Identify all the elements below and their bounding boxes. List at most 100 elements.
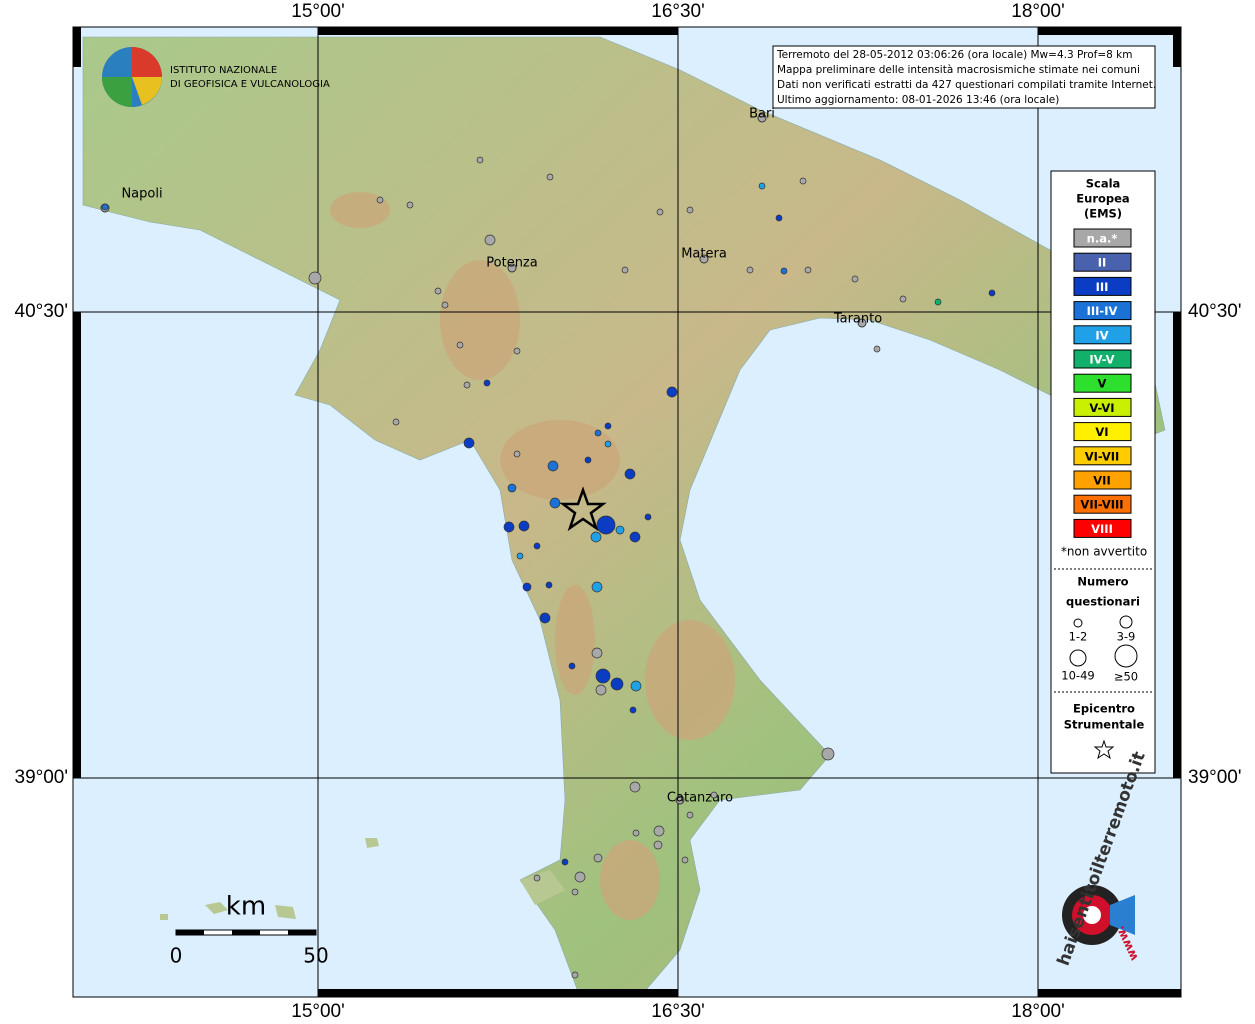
intensity-dot [406, 201, 414, 209]
intensity-dot [629, 781, 641, 793]
intensity-dot [595, 684, 607, 696]
intensity-dot [522, 582, 532, 592]
legend-swatch [1073, 422, 1132, 442]
intensity-dot [513, 450, 521, 458]
legend-size-label: 3-9 [1117, 630, 1136, 644]
intensity-dot [571, 971, 579, 979]
legend-swatch [1073, 301, 1132, 321]
legend-label: V-VI [1089, 401, 1114, 415]
intensity-dot [653, 840, 663, 850]
legend: ScalaEuropea(EMS)n.a.*IIIIIIII-IVIVIV-VV… [1054, 177, 1152, 760]
legend-swatch [1073, 373, 1132, 393]
legend-label: VII [1093, 474, 1110, 488]
scale-tick: 0 [170, 944, 183, 968]
intensity-dot [604, 422, 612, 430]
intensity-dot [591, 581, 603, 593]
legend-label: II [1098, 256, 1107, 270]
info-line: Mappa preliminare delle intensità macros… [777, 64, 1140, 76]
intensity-dot [513, 347, 521, 355]
intensity-dot [503, 521, 515, 533]
city-label: Taranto [833, 312, 882, 327]
intensity-dot [590, 531, 602, 543]
intensity-dot [621, 266, 629, 274]
legend-swatch [1073, 276, 1132, 296]
intensity-dot [596, 515, 616, 535]
legend-swatch [1073, 252, 1132, 272]
axis-label: 39°00' [1188, 767, 1242, 788]
land [82, 36, 1166, 998]
legend-title: Strumentale [1064, 718, 1145, 732]
intensity-dot [624, 468, 636, 480]
axis-label: 18°00' [1011, 1, 1065, 22]
intensity-dot [873, 345, 881, 353]
logo-text: ISTITUTO NAZIONALE [170, 65, 277, 76]
axis-label: 15°00' [291, 1, 345, 22]
legend-note: *non avvertito [1061, 545, 1147, 559]
intensity-dot [591, 647, 603, 659]
axis-label: 15°00' [291, 1001, 345, 1022]
grid [73, 27, 1181, 997]
legend-swatch [1073, 518, 1132, 538]
legend-size-label: 1-2 [1069, 630, 1088, 644]
intensity-dot [476, 156, 484, 164]
intensity-dot [666, 386, 678, 398]
city-label: Catanzaro [667, 791, 733, 806]
intensity-dot [593, 853, 603, 863]
intensity-dot [539, 612, 551, 624]
intensity-dot [484, 234, 496, 246]
legend-swatch [1073, 446, 1132, 466]
intensity-dot [101, 203, 109, 211]
intensity-dot [604, 440, 612, 448]
intensity-dot [644, 513, 652, 521]
legend-title: questionari [1066, 595, 1140, 609]
intensity-dot [629, 531, 641, 543]
intensity-dot [804, 266, 812, 274]
city-marker [757, 113, 767, 123]
legend-swatch [1073, 470, 1132, 490]
intensity-dot [545, 581, 553, 589]
legend-title: Europea [1076, 192, 1129, 206]
legend-size-label: ≥50 [1114, 670, 1138, 684]
intensity-dot [547, 460, 559, 472]
info-line: Ultimo aggiornamento: 08-01-2026 13:46 (… [777, 94, 1059, 106]
legend-size [1073, 618, 1083, 628]
city-marker [857, 318, 867, 328]
intensity-dot [851, 275, 859, 283]
legend-label: III [1096, 280, 1109, 294]
intensity-dot [610, 677, 624, 691]
legend-swatch [1073, 228, 1132, 248]
axes: 15°00' 15°00' 16°30' 16°30' 18°00' 18°00' 40°3… [15, 1, 1242, 1022]
logo-text: DI GEOFISICA E VULCANOLOGIA [170, 79, 330, 90]
intensity-dot [434, 287, 442, 295]
axis-label: 16°30' [651, 1001, 705, 1022]
legend-label: IV-V [1089, 353, 1114, 367]
intensity-dot [441, 301, 449, 309]
intensity-dot [594, 429, 602, 437]
intensity-dot [615, 525, 625, 535]
legend-label: V [1098, 377, 1107, 391]
intensity-dot [463, 437, 475, 449]
intensity-dot [934, 298, 942, 306]
legend-swatch [1073, 494, 1132, 514]
info-line: Terremoto del 28-05-2012 03:06:26 (ora l… [776, 49, 1132, 61]
legend-size [1069, 649, 1087, 667]
intensity-dot [746, 266, 754, 274]
info-line: Dati non verificati estratti da 427 ques… [777, 79, 1156, 91]
intensity-dot [799, 177, 807, 185]
axis-label: 40°30' [1188, 301, 1242, 322]
legend-star [1093, 739, 1115, 760]
intensity-dot [561, 858, 569, 866]
intensity-dot [686, 811, 694, 819]
epicenter-star [559, 486, 607, 532]
intensity-dot [518, 520, 530, 532]
intensity-dot [392, 418, 400, 426]
legend-title: Numero [1077, 575, 1128, 589]
intensity-dot [686, 206, 694, 214]
intensity-dot [629, 706, 637, 714]
logo: ISTITUTO NAZIONALE DI GEOFISICA E VULCAN… [102, 47, 330, 107]
intensity-dot [507, 483, 517, 493]
scale-tick: 50 [303, 944, 328, 968]
legend-swatch [1073, 325, 1132, 345]
intensity-dots [101, 156, 996, 979]
